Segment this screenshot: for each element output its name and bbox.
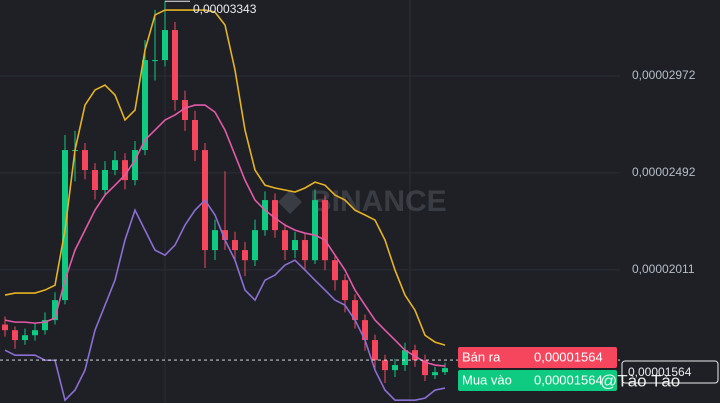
candle-body: [282, 230, 288, 251]
candle-body: [22, 335, 28, 341]
buy-label: Mua vào: [462, 372, 512, 387]
candle-body: [142, 60, 148, 151]
candle-body: [442, 368, 448, 373]
candle-body: [242, 250, 248, 261]
band-line: [4, 104, 446, 367]
band-line: [4, 198, 446, 402]
candle-body: [2, 324, 8, 331]
y-tick-label: 0,00002011: [632, 262, 695, 276]
candle-body: [312, 200, 318, 261]
candle-body: [402, 350, 408, 366]
high-annotation: 0,00003343: [193, 2, 257, 16]
candle-body: [332, 260, 338, 281]
candle-body: [432, 372, 438, 376]
candle-body: [102, 170, 108, 191]
candle-body: [362, 320, 368, 341]
candle-body: [252, 230, 258, 261]
buy-box: [458, 370, 617, 391]
candle-body: [82, 150, 88, 171]
candle-body: [122, 160, 128, 181]
candle-body: [32, 330, 38, 336]
y-tick-label: 0,00002492: [632, 165, 696, 179]
candle-body: [182, 100, 188, 121]
candle-body: [152, 60, 158, 62]
candle-body: [392, 365, 398, 371]
candle-body: [222, 230, 228, 241]
candle-body: [382, 360, 388, 371]
candle-body: [192, 120, 198, 151]
candle-body: [42, 320, 48, 331]
candle-body: [52, 300, 58, 321]
last-price-label: 0,00001564: [628, 365, 692, 379]
candle-body: [292, 240, 298, 251]
candle-body: [162, 30, 168, 61]
watermark-logo: [278, 190, 302, 214]
watermark: BINANCE: [310, 185, 447, 218]
candle-body: [172, 30, 178, 101]
candle-body: [302, 240, 308, 261]
candle-body: [132, 150, 138, 181]
sell-box: [458, 347, 617, 368]
candle-body: [232, 240, 238, 251]
candle-body: [92, 170, 98, 191]
candle-body: [322, 200, 328, 261]
buy-price: 0,00001564: [534, 372, 603, 387]
candle-body: [412, 350, 418, 361]
sell-price: 0,00001564: [534, 349, 603, 364]
candle-body: [112, 160, 118, 171]
credit: @Tào Tào: [600, 371, 680, 390]
candle-body: [372, 340, 378, 361]
candle-body: [262, 200, 268, 231]
sell-label: Bán ra: [462, 349, 501, 364]
last-price-box: [621, 360, 719, 384]
candle-body: [212, 230, 218, 251]
y-tick-label: 0,00002972: [632, 68, 696, 82]
candle-body: [342, 280, 348, 301]
candle-body: [12, 330, 18, 341]
band-line: [4, 9, 446, 346]
candle-body: [422, 360, 428, 376]
candle-body: [352, 300, 358, 321]
candle-body: [272, 200, 278, 231]
